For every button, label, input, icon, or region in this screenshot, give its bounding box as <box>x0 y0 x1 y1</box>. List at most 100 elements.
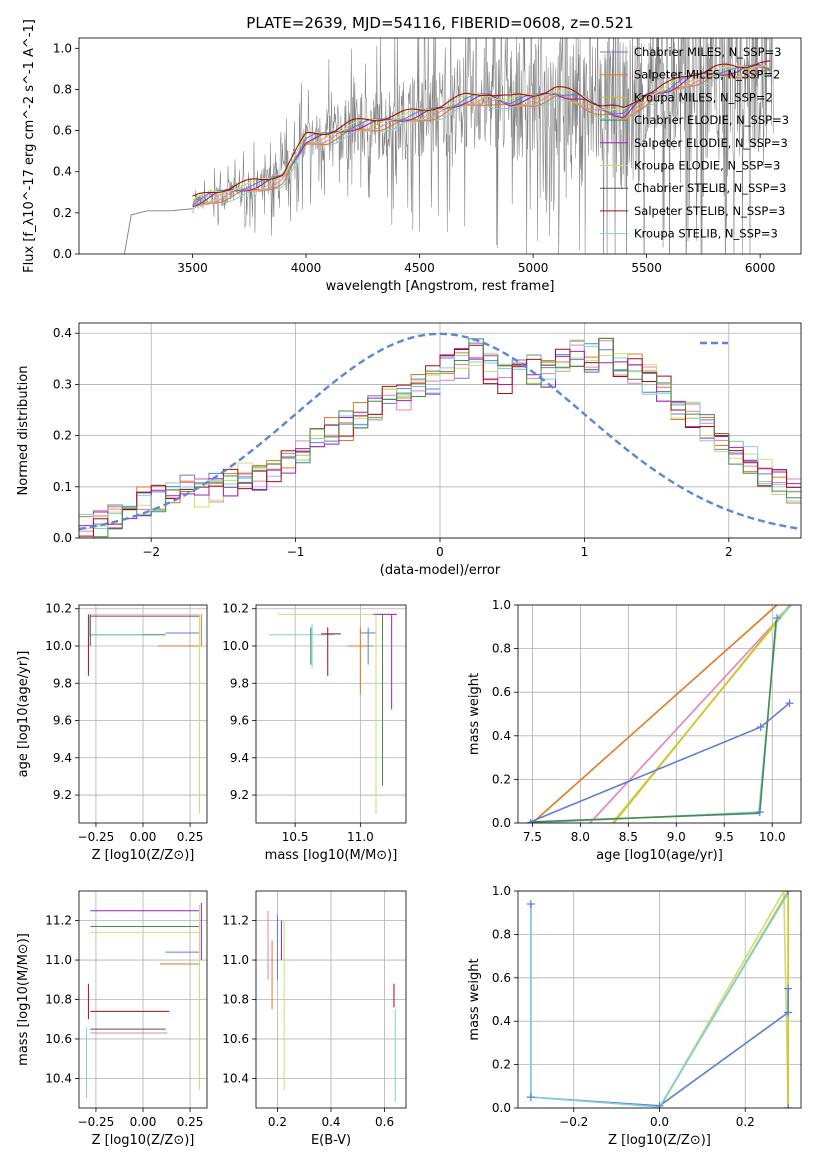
plot-area <box>269 613 397 814</box>
axes-frame <box>78 604 208 824</box>
y-tick-label: 10.8 <box>45 993 72 1007</box>
x-axis-label: Z [log10(Z/Z⊙)] <box>92 848 195 863</box>
y-axis-label: Flux [f_λ10^-17 erg cm^-2 s^-1 A^-1] <box>22 19 37 273</box>
chart-title: PLATE=2639, MJD=54116, FIBERID=0608, z=0… <box>246 14 633 32</box>
y-tick-label: 10.0 <box>45 639 72 653</box>
y-tick-label: 9.4 <box>230 751 249 765</box>
axes-frame <box>78 37 802 255</box>
legend-entry: Kroupa STELIB, N_SSP=3 <box>634 227 778 241</box>
legend-entry: Salpeter STELIB, N_SSP=3 <box>634 204 785 218</box>
x-tick-label: 0.2 <box>268 1115 287 1129</box>
x-tick-label: 9.0 <box>667 830 686 844</box>
data-point-marker <box>785 699 794 708</box>
y-tick-label: 0.4 <box>492 1014 511 1028</box>
x-tick-label: 0.4 <box>321 1115 340 1129</box>
y-tick-label: 0.4 <box>492 729 511 743</box>
x-tick-label: 1 <box>581 545 589 559</box>
histogram-krou_stelib <box>79 338 801 529</box>
model-line-krou_elodie <box>192 64 771 201</box>
y-tick-label: 9.6 <box>230 714 249 728</box>
x-tick-label: 0.0 <box>650 1115 669 1129</box>
histogram-chab_elodie <box>79 338 801 538</box>
panel-age_vs_Z: −0.25 0.00 0.25 9.2 9.4 9.6 9.8 10.0 10.2 Z [log1… <box>16 602 208 863</box>
y-tick-label: 0.0 <box>53 531 72 545</box>
panel-massweight_vs_Z: −0.2 0.0 0.2 0.0 0.2 0.4 0.6 0.8 1.0 Z [log10(Z/Z… <box>467 884 802 1148</box>
y-tick-label: 9.8 <box>230 676 249 690</box>
y-tick-label: 10.6 <box>45 1032 72 1046</box>
model-line-chab_miles <box>192 64 771 206</box>
y-tick-label: 0.2 <box>53 429 72 443</box>
x-tick-label: 8.5 <box>619 830 638 844</box>
plot-area <box>86 902 202 1099</box>
data-uv-segment <box>123 208 193 254</box>
y-tick-label: 0.8 <box>492 642 511 656</box>
line-kroupa-miles-2 <box>613 605 791 823</box>
panel-mass_vs_ebv: 0.2 0.4 0.6 10.4 10.6 10.8 11.0 11.2 E(B-V) <box>222 890 407 1148</box>
axes-frame <box>78 890 208 1109</box>
plot-area <box>267 910 396 1103</box>
y-axis-label: mass weight <box>467 673 482 755</box>
x-tick-label: 0.6 <box>375 1115 394 1129</box>
data-point-marker <box>755 808 764 817</box>
legend-entry: Chabrier MILES, N_SSP=3 <box>634 45 781 59</box>
line-kroupa-stelib <box>530 892 789 1108</box>
data-point-marker <box>784 1104 793 1108</box>
gaussian-curve <box>79 332 801 531</box>
y-tick-label: 0.1 <box>53 480 72 494</box>
line-kroupa-miles <box>589 605 792 823</box>
y-tick-label: 10.8 <box>222 993 249 1007</box>
data-point-marker <box>784 891 793 895</box>
axes-frame <box>255 604 407 824</box>
data-point-marker <box>526 1093 535 1102</box>
x-axis-label: E(B-V) <box>311 1133 351 1148</box>
y-tick-label: 11.0 <box>45 953 72 967</box>
histogram-salp_stelib <box>79 338 801 537</box>
x-tick-label: 0.2 <box>736 1115 755 1129</box>
axes-frame <box>517 604 802 824</box>
y-tick-label: 11.2 <box>45 914 72 928</box>
model-line-salp_stelib <box>192 60 771 197</box>
line-kroupa-elodie <box>658 891 789 1108</box>
x-tick-label: 9.5 <box>715 830 734 844</box>
plot-area <box>526 891 793 1108</box>
x-tick-label: 6000 <box>745 261 776 275</box>
x-tick-label: −0.25 <box>78 830 115 844</box>
x-tick-label: 11.0 <box>347 830 374 844</box>
panel-spectrum: 3500 4000 4500 5000 5500 6000 0.0 0.2 0.4 0.6 0.8 1… <box>22 19 802 294</box>
x-tick-label: 0.25 <box>177 830 204 844</box>
y-tick-label: 0.4 <box>53 165 72 179</box>
x-tick-label: −2 <box>142 545 160 559</box>
x-tick-label: 0.00 <box>130 1115 157 1129</box>
data-point-marker <box>784 1008 793 1017</box>
plot-area <box>87 613 202 814</box>
x-axis-label: (data-model)/error <box>380 563 501 578</box>
x-tick-label: 0.25 <box>177 1115 204 1129</box>
data-point-marker <box>526 900 535 909</box>
legend-entry: Chabrier STELIB, N_SSP=3 <box>634 181 786 195</box>
x-axis-label: wavelength [Angstrom, rest frame] <box>326 279 555 294</box>
y-tick-label: 0.6 <box>492 971 511 985</box>
x-axis-label: age [log10(age/yr)] <box>596 848 723 863</box>
x-tick-label: 5000 <box>518 261 549 275</box>
x-axis-label: mass [log10(M/M⊙)] <box>265 848 398 863</box>
y-tick-label: 0.3 <box>53 377 72 391</box>
axes-frame <box>78 322 802 539</box>
y-axis-label: Normed distribution <box>16 366 31 496</box>
x-tick-label: 10.0 <box>759 830 786 844</box>
y-tick-label: 10.0 <box>222 639 249 653</box>
y-tick-label: 0.6 <box>492 685 511 699</box>
y-tick-label: 1.0 <box>492 884 511 898</box>
y-tick-label: 10.4 <box>222 1071 249 1085</box>
data-point-marker <box>526 819 535 823</box>
y-tick-label: 9.2 <box>53 788 72 802</box>
x-tick-label: 4000 <box>291 261 322 275</box>
y-tick-label: 0.0 <box>492 816 511 830</box>
x-tick-label: 2 <box>725 545 733 559</box>
plot-area <box>526 605 794 823</box>
x-tick-label: 7.5 <box>523 830 542 844</box>
y-tick-label: 10.4 <box>45 1071 72 1085</box>
y-tick-label: 0.6 <box>53 124 72 138</box>
legend-entry: Salpeter ELODIE, N_SSP=3 <box>634 136 788 150</box>
y-axis-label: mass weight <box>467 958 482 1040</box>
